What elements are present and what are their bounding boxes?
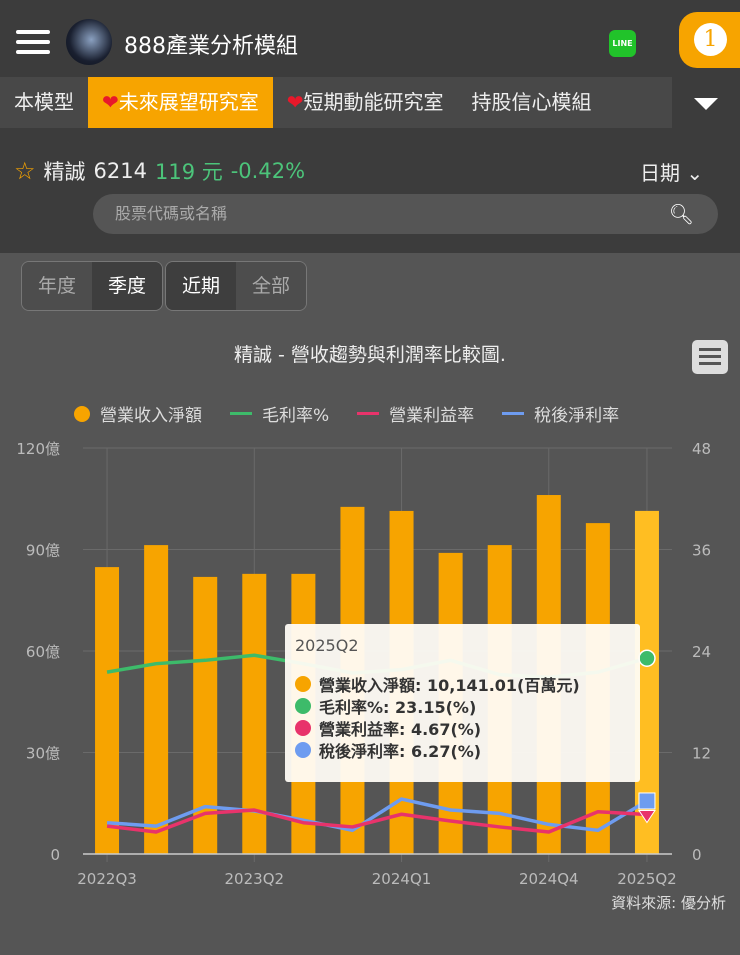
badge-count: 1: [694, 23, 727, 56]
tab-label: 未來展望研究室: [118, 90, 259, 114]
search-icon[interactable]: 🔍︎: [668, 202, 694, 226]
heart-icon: ❤: [286, 90, 304, 114]
legend-label: 營業利益率: [389, 406, 475, 426]
legend-label: 稅後淨利率: [534, 406, 620, 426]
tab-holding-confidence[interactable]: 持股信心模組: [458, 77, 606, 128]
tooltip-text: 毛利率%: 23.15(%): [319, 698, 477, 717]
series-line-2: [106, 808, 648, 834]
tab-future-outlook[interactable]: ❤未來展望研究室: [88, 77, 273, 128]
tooltip-row: 營業利益率: 4.67(%): [295, 717, 630, 739]
gross-marker: [638, 649, 656, 667]
tooltip-dot: [295, 742, 311, 758]
x-tick-label: 2022Q3: [77, 870, 137, 888]
period-quarterly[interactable]: 季度: [92, 262, 162, 310]
tooltip-row: 營業收入淨額: 10,141.01(百萬元): [295, 673, 630, 695]
op-marker: [638, 810, 656, 824]
legend-op[interactable]: 營業利益率: [357, 401, 474, 426]
tooltip-row: 毛利率%: 23.15(%): [295, 695, 630, 717]
legend-label: 毛利率%: [262, 406, 330, 426]
period-type-toggle: 年度 季度: [21, 261, 163, 311]
legend-net[interactable]: 稅後淨利率: [502, 401, 619, 426]
period-annual[interactable]: 年度: [22, 262, 92, 310]
module-tabs: 本模型 ❤未來展望研究室 ❤短期動能研究室 持股信心模組: [0, 77, 672, 128]
tooltip-dot: [295, 676, 311, 692]
stock-info: ☆ 精誠 6214 119 元 -0.42%: [14, 156, 305, 186]
x-tick-label: 2024Q4: [519, 870, 579, 888]
chevron-down-icon: ⌄: [686, 161, 704, 185]
tooltip-row: 稅後淨利率: 6.27(%): [295, 739, 630, 761]
chart-legend: 營業收入淨額 毛利率% 營業利益率 稅後淨利率: [74, 401, 619, 426]
tab-basic-model[interactable]: 本模型: [0, 77, 88, 128]
y-right-tick: 12: [692, 745, 711, 763]
stock-name: 精誠: [43, 160, 86, 184]
y-right-tick: 0: [692, 846, 702, 864]
range-recent[interactable]: 近期: [166, 262, 236, 310]
legend-line: [357, 412, 380, 415]
tooltip-text: 營業利益率: 4.67(%): [319, 720, 482, 739]
revenue-bar: [242, 573, 267, 854]
x-tick-label: 2025Q2: [617, 870, 677, 888]
line-share-icon[interactable]: LINE: [609, 30, 636, 57]
legend-dot: [74, 405, 90, 422]
date-dropdown[interactable]: 日期 ⌄: [640, 157, 703, 186]
legend-line: [230, 412, 252, 415]
stock-change: -0.42%: [230, 159, 306, 183]
y-left-tick: 60億: [26, 643, 60, 661]
app-title: 888產業分析模組: [124, 34, 298, 59]
chart-tooltip: 2025Q2 營業收入淨額: 10,141.01(百萬元) 毛利率%: 23.1…: [285, 624, 640, 782]
y-right-tick: 48: [692, 440, 711, 458]
search-input[interactable]: 股票代碼或名稱 🔍︎: [93, 194, 718, 234]
data-source: 資料來源: 優分析: [611, 894, 726, 912]
legend-label: 營業收入淨額: [100, 406, 202, 426]
legend-revenue[interactable]: 營業收入淨額: [74, 401, 202, 426]
tooltip-title: 2025Q2: [295, 636, 359, 655]
stock-price: 119 元: [154, 160, 223, 184]
tab-label: 本模型: [14, 90, 74, 114]
tooltip-dot: [295, 720, 311, 736]
y-left-tick: 120億: [16, 440, 60, 458]
x-tick-label: 2023Q2: [225, 870, 285, 888]
tooltip-dot: [295, 698, 311, 714]
chart-title: 精誠 - 營收趨勢與利潤率比較圖.: [234, 344, 506, 366]
y-right-tick: 24: [692, 643, 711, 661]
legend-line: [502, 412, 525, 415]
tab-short-term-momentum[interactable]: ❤短期動能研究室: [273, 77, 458, 128]
series-line-3: [106, 797, 648, 833]
caret-down-icon[interactable]: [694, 98, 718, 110]
star-icon[interactable]: ☆: [14, 157, 36, 185]
heart-icon: ❤: [102, 90, 119, 114]
tab-label: 持股信心模組: [471, 90, 592, 114]
legend-gross[interactable]: 毛利率%: [230, 401, 329, 426]
x-tick-label: 2024Q1: [372, 870, 432, 888]
y-left-tick: 90億: [26, 542, 60, 560]
y-left-tick: 0: [50, 846, 60, 864]
y-right-tick: 36: [692, 542, 711, 560]
notification-badge[interactable]: 1: [679, 12, 740, 68]
tooltip-text: 稅後淨利率: 6.27(%): [319, 742, 482, 761]
date-label: 日期: [640, 161, 680, 185]
y-left-tick: 30億: [26, 745, 60, 763]
stock-code: 6214: [93, 159, 147, 183]
tooltip-text: 營業收入淨額: 10,141.01(百萬元): [319, 676, 580, 695]
range-toggle: 近期 全部: [165, 261, 307, 311]
revenue-bar: [95, 567, 120, 854]
chart-menu-icon[interactable]: [692, 340, 728, 374]
search-placeholder: 股票代碼或名稱: [115, 204, 228, 223]
hamburger-menu-icon[interactable]: [16, 30, 50, 54]
revenue-bar: [144, 545, 169, 854]
net-marker: [638, 792, 656, 810]
tab-label: 短期動能研究室: [303, 90, 444, 114]
range-all[interactable]: 全部: [236, 262, 306, 310]
avatar[interactable]: [66, 19, 112, 65]
